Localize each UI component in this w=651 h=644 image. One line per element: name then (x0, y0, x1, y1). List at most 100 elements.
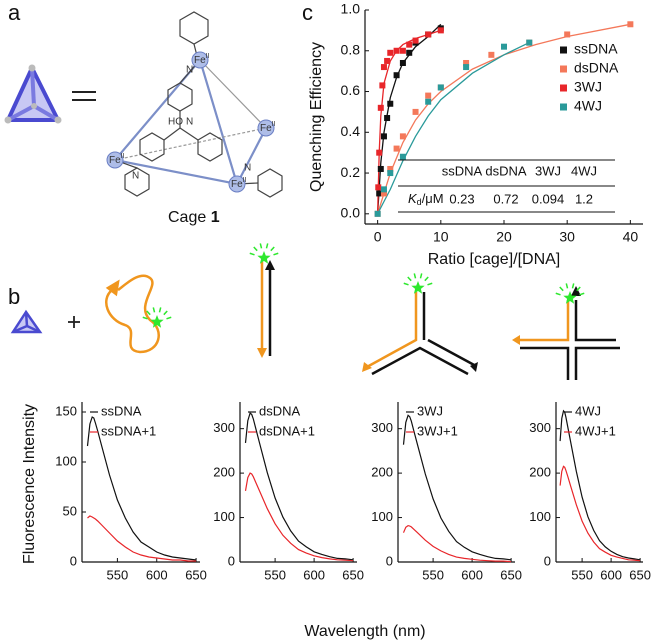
y-tick-label: 0 (70, 553, 77, 568)
x-tick-label: 600 (303, 567, 325, 582)
4wj-schematic (512, 286, 620, 380)
caption-number: 1 (211, 209, 220, 226)
y-tick-label: 300 (213, 420, 235, 435)
x-tick-label: 650 (342, 567, 364, 582)
x-tick-label: 600 (461, 567, 483, 582)
plus-sign (68, 316, 80, 328)
cage-caption: Cage 1 (168, 209, 220, 226)
data-point (380, 64, 387, 71)
y-tick-label: 0.0 (341, 205, 361, 221)
data-point (399, 133, 406, 140)
y-tick-label: 0 (544, 553, 551, 568)
data-point (377, 104, 384, 111)
x-tick-label: 650 (500, 567, 522, 582)
x-tick-label: 30 (559, 229, 575, 245)
y-tick-label: 100 (213, 509, 235, 524)
data-point (384, 115, 391, 122)
legend-marker (560, 65, 567, 73)
x-axis-title: Ratio [cage]/[DNA] (428, 251, 561, 268)
fe-symbol: Fe (231, 179, 243, 190)
glow-ray (270, 246, 275, 252)
y-tick-label: 100 (529, 509, 551, 524)
spectrum-line (559, 465, 641, 562)
table-value: 0.72 (493, 191, 518, 206)
glow-ray (579, 292, 585, 296)
glow-ray (427, 282, 433, 286)
table-value: 0.094 (532, 191, 565, 206)
x-tick-label: 550 (107, 567, 129, 582)
data-point (379, 82, 386, 89)
fe-label: FeII (231, 177, 247, 190)
legend-label: 4WJ (575, 403, 601, 418)
y-tick-label: 100 (55, 453, 77, 468)
y-tick-label: 200 (371, 465, 393, 480)
panel-label: b (8, 284, 20, 309)
glow-ray (413, 273, 417, 279)
data-point (564, 31, 571, 38)
spectrum-line (402, 524, 512, 563)
fe-symbol: Fe (109, 155, 121, 166)
data-point (376, 190, 383, 197)
fe-charge: II (121, 153, 125, 160)
table-header: dsDNA (485, 163, 527, 178)
data-point (387, 100, 394, 107)
fe-symbol: Fe (260, 123, 272, 134)
legend-marker (560, 46, 567, 54)
ho-label: HO (168, 117, 183, 128)
spectrum-line (402, 414, 512, 561)
x-tick-label: 550 (422, 567, 444, 582)
data-point (627, 21, 634, 28)
table-header: ssDNA (442, 163, 483, 178)
data-point (412, 108, 419, 115)
data-point (387, 165, 394, 172)
glow-ray (424, 276, 429, 282)
y-tick-label: 200 (529, 465, 551, 480)
y-tick-label: 300 (371, 420, 393, 435)
fe-atoms (106, 51, 275, 193)
glow-ray (419, 273, 423, 279)
data-point (406, 49, 413, 56)
data-point (380, 133, 387, 140)
spectrum-line (244, 412, 354, 561)
data-point (425, 98, 432, 105)
glow-ray (249, 252, 255, 256)
n-label: N (244, 163, 251, 174)
glow-ray (571, 283, 575, 289)
data-point (463, 64, 470, 71)
fe-charge: II (243, 177, 247, 184)
spectrum-line (244, 472, 354, 562)
glow-ray (253, 246, 258, 252)
glow-ray (265, 243, 269, 249)
legend-label: ssDNA (574, 41, 618, 57)
fit-curve (376, 29, 442, 214)
glow-ray (259, 243, 263, 249)
fit-curve (376, 23, 631, 214)
data-point (375, 184, 382, 191)
fluorophore-star (563, 291, 577, 304)
x-tick-label: 40 (623, 229, 639, 245)
x-axis-title: Wavelength (nm) (304, 623, 425, 640)
glow-ray (407, 276, 412, 282)
fluorophore-star (257, 251, 271, 264)
data-point (425, 31, 432, 38)
table-header: 3WJ (535, 163, 561, 178)
y-tick-label: 0.2 (341, 164, 361, 180)
y-tick-label: 0 (228, 553, 235, 568)
legend-label: dsDNA (574, 60, 619, 76)
legend-label: ssDNA (101, 403, 142, 418)
glow-ray (158, 307, 162, 313)
row-symbol: K (408, 191, 418, 206)
data-point (380, 190, 387, 197)
cage-structure (112, 11, 283, 198)
fluorophore-star (411, 281, 425, 294)
data-point (393, 72, 400, 79)
data-point (393, 145, 400, 152)
n-label: N (186, 65, 193, 76)
data-point (437, 84, 444, 91)
table-value: 0.23 (449, 191, 474, 206)
data-point (437, 27, 444, 34)
data-point (406, 41, 413, 48)
y-tick-label: 0.6 (341, 82, 361, 98)
equals-sign (72, 91, 96, 101)
